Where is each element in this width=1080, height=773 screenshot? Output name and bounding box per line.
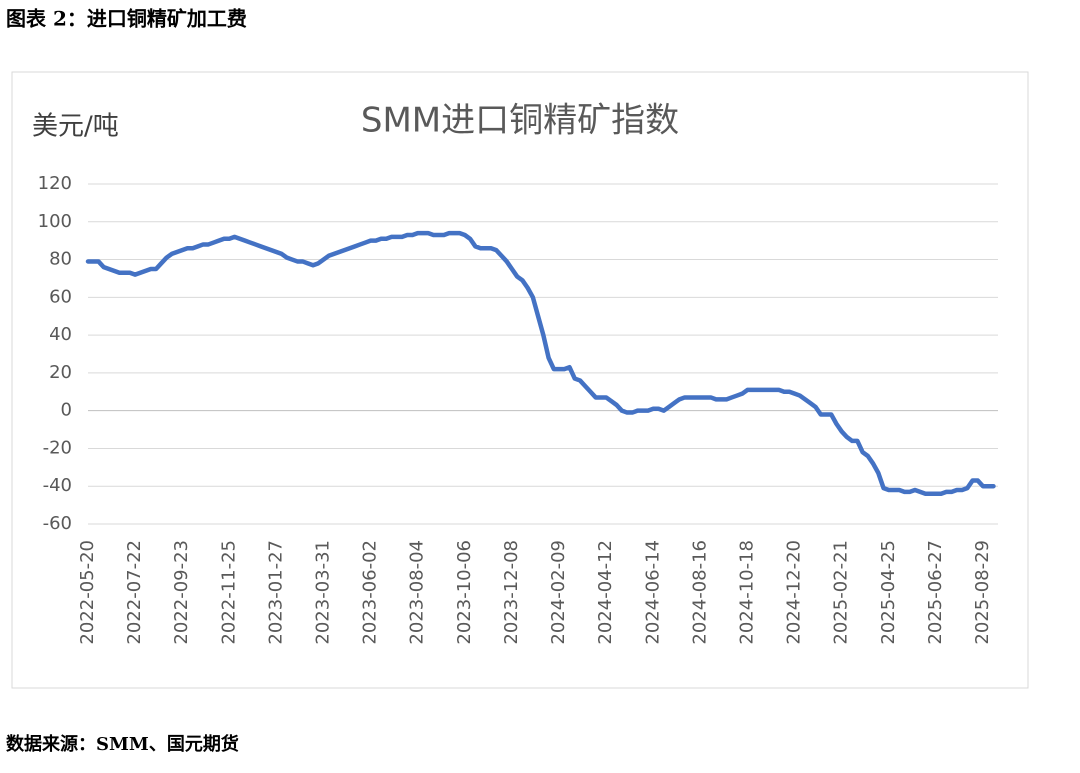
x-tick-label: 2023-08-04 xyxy=(407,540,428,645)
x-tick-label: 2024-04-12 xyxy=(595,540,616,645)
x-tick-label: 2025-06-27 xyxy=(925,540,946,645)
chart-title: SMM进口铜精矿指数 xyxy=(361,101,679,141)
x-tick-label: 2023-12-08 xyxy=(501,540,522,645)
x-tick-label: 2023-06-02 xyxy=(360,540,381,645)
y-tick-label: 60 xyxy=(49,286,72,307)
y-axis-label: 美元/吨 xyxy=(32,112,119,142)
x-tick-label: 2022-07-22 xyxy=(124,540,145,645)
y-tick-label: -60 xyxy=(43,513,72,534)
y-tick-label: 100 xyxy=(38,211,72,232)
x-tick-label: 2025-02-21 xyxy=(831,540,852,645)
source-note: 数据来源：SMM、国元期货 xyxy=(6,733,239,755)
x-tick-label: 2024-10-18 xyxy=(736,540,757,645)
chart-frame xyxy=(11,71,1029,689)
x-tick-label: 2025-04-25 xyxy=(878,540,899,645)
x-tick-label: 2024-02-09 xyxy=(548,540,569,645)
x-tick-label: 2022-05-20 xyxy=(77,540,98,645)
y-tick-label: 0 xyxy=(61,400,72,421)
x-tick-label: 2024-06-14 xyxy=(642,540,663,645)
x-tick-label: 2022-09-23 xyxy=(171,540,192,645)
data-line xyxy=(85,230,996,497)
figure-caption: 图表 2：进口铜精矿加工费 xyxy=(6,7,247,31)
x-tick-label: 2024-08-16 xyxy=(689,540,710,645)
x-tick-label: 2023-01-27 xyxy=(265,540,286,645)
y-tick-label: 80 xyxy=(49,249,72,270)
x-tick-label: 2023-10-06 xyxy=(454,540,475,645)
y-tick-label: 20 xyxy=(49,362,72,383)
y-tick-label: 120 xyxy=(38,173,72,194)
x-tick-label: 2022-11-25 xyxy=(218,540,239,645)
x-tick-label: 2025-08-29 xyxy=(972,540,993,645)
x-tick-label: 2023-03-31 xyxy=(313,540,334,645)
x-tick-label: 2024-12-20 xyxy=(784,540,805,645)
y-tick-label: -40 xyxy=(43,475,72,496)
y-tick-label: -20 xyxy=(43,437,72,458)
y-tick-label: 40 xyxy=(49,324,72,345)
